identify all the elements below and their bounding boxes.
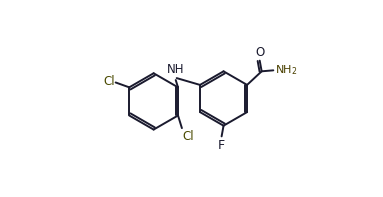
Text: Cl: Cl [183, 130, 195, 143]
Text: NH$_2$: NH$_2$ [275, 63, 298, 77]
Text: F: F [218, 139, 225, 152]
Text: Cl: Cl [103, 75, 115, 88]
Text: NH: NH [167, 63, 185, 76]
Text: O: O [255, 46, 264, 59]
